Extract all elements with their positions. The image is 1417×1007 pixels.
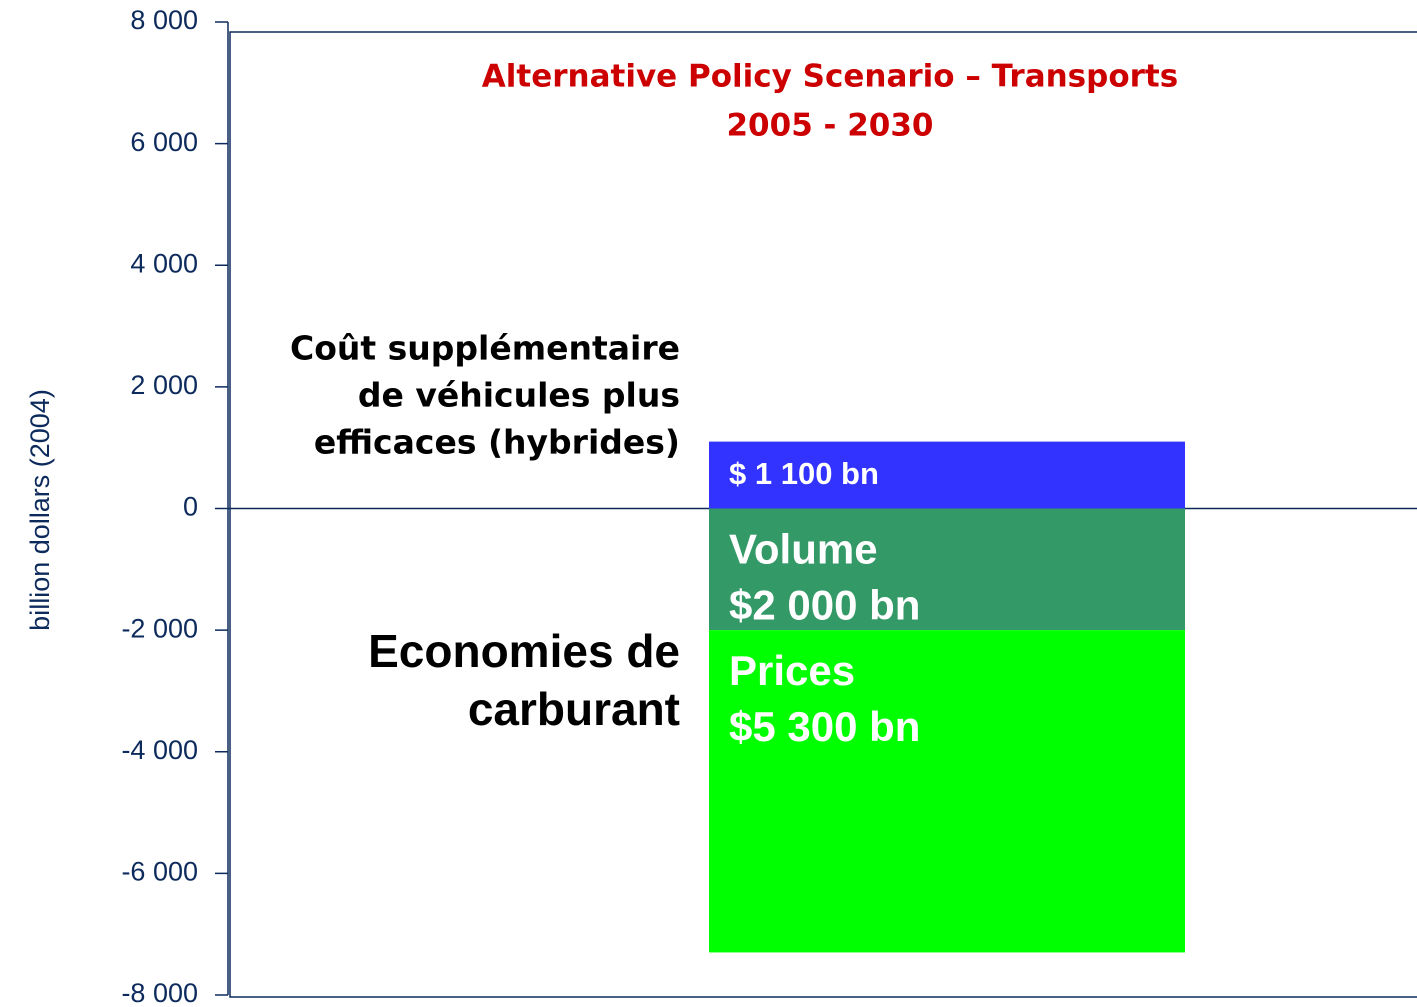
bar-segment — [709, 508, 1185, 631]
annotation: Economies de — [368, 625, 680, 677]
segment-name: Volume — [729, 526, 878, 573]
annotation: efficaces (hybrides) — [314, 423, 680, 462]
chart-subtitle: 2005 - 2030 — [726, 108, 933, 144]
y-tick-label: -4 000 — [121, 735, 198, 765]
y-tick-label: 4 000 — [130, 248, 198, 278]
y-axis-label: billion dollars (2004) — [25, 389, 55, 631]
data-label: $ 1 100 bn — [729, 456, 879, 491]
annotation: de véhicules plus — [358, 376, 680, 415]
y-tick-label: 8 000 — [130, 5, 198, 35]
annotation: Coût supplémentaire — [290, 329, 680, 368]
y-tick-label: 2 000 — [130, 370, 198, 400]
y-tick-label: 0 — [183, 492, 198, 522]
data-label: $2 000 bn — [729, 582, 920, 629]
chart-title: Alternative Policy Scenario – Transports — [482, 59, 1178, 95]
data-label: $5 300 bn — [729, 703, 920, 750]
bar-segment — [709, 630, 1185, 953]
y-tick-label: 6 000 — [130, 127, 198, 157]
annotation: carburant — [468, 683, 680, 735]
plot-frame — [229, 31, 1417, 998]
segment-name: Prices — [729, 647, 855, 694]
y-tick-label: -2 000 — [121, 613, 198, 643]
bar-segment — [709, 441, 1185, 509]
y-tick-label: -6 000 — [121, 857, 198, 887]
y-tick-label: -8 000 — [121, 978, 198, 1007]
